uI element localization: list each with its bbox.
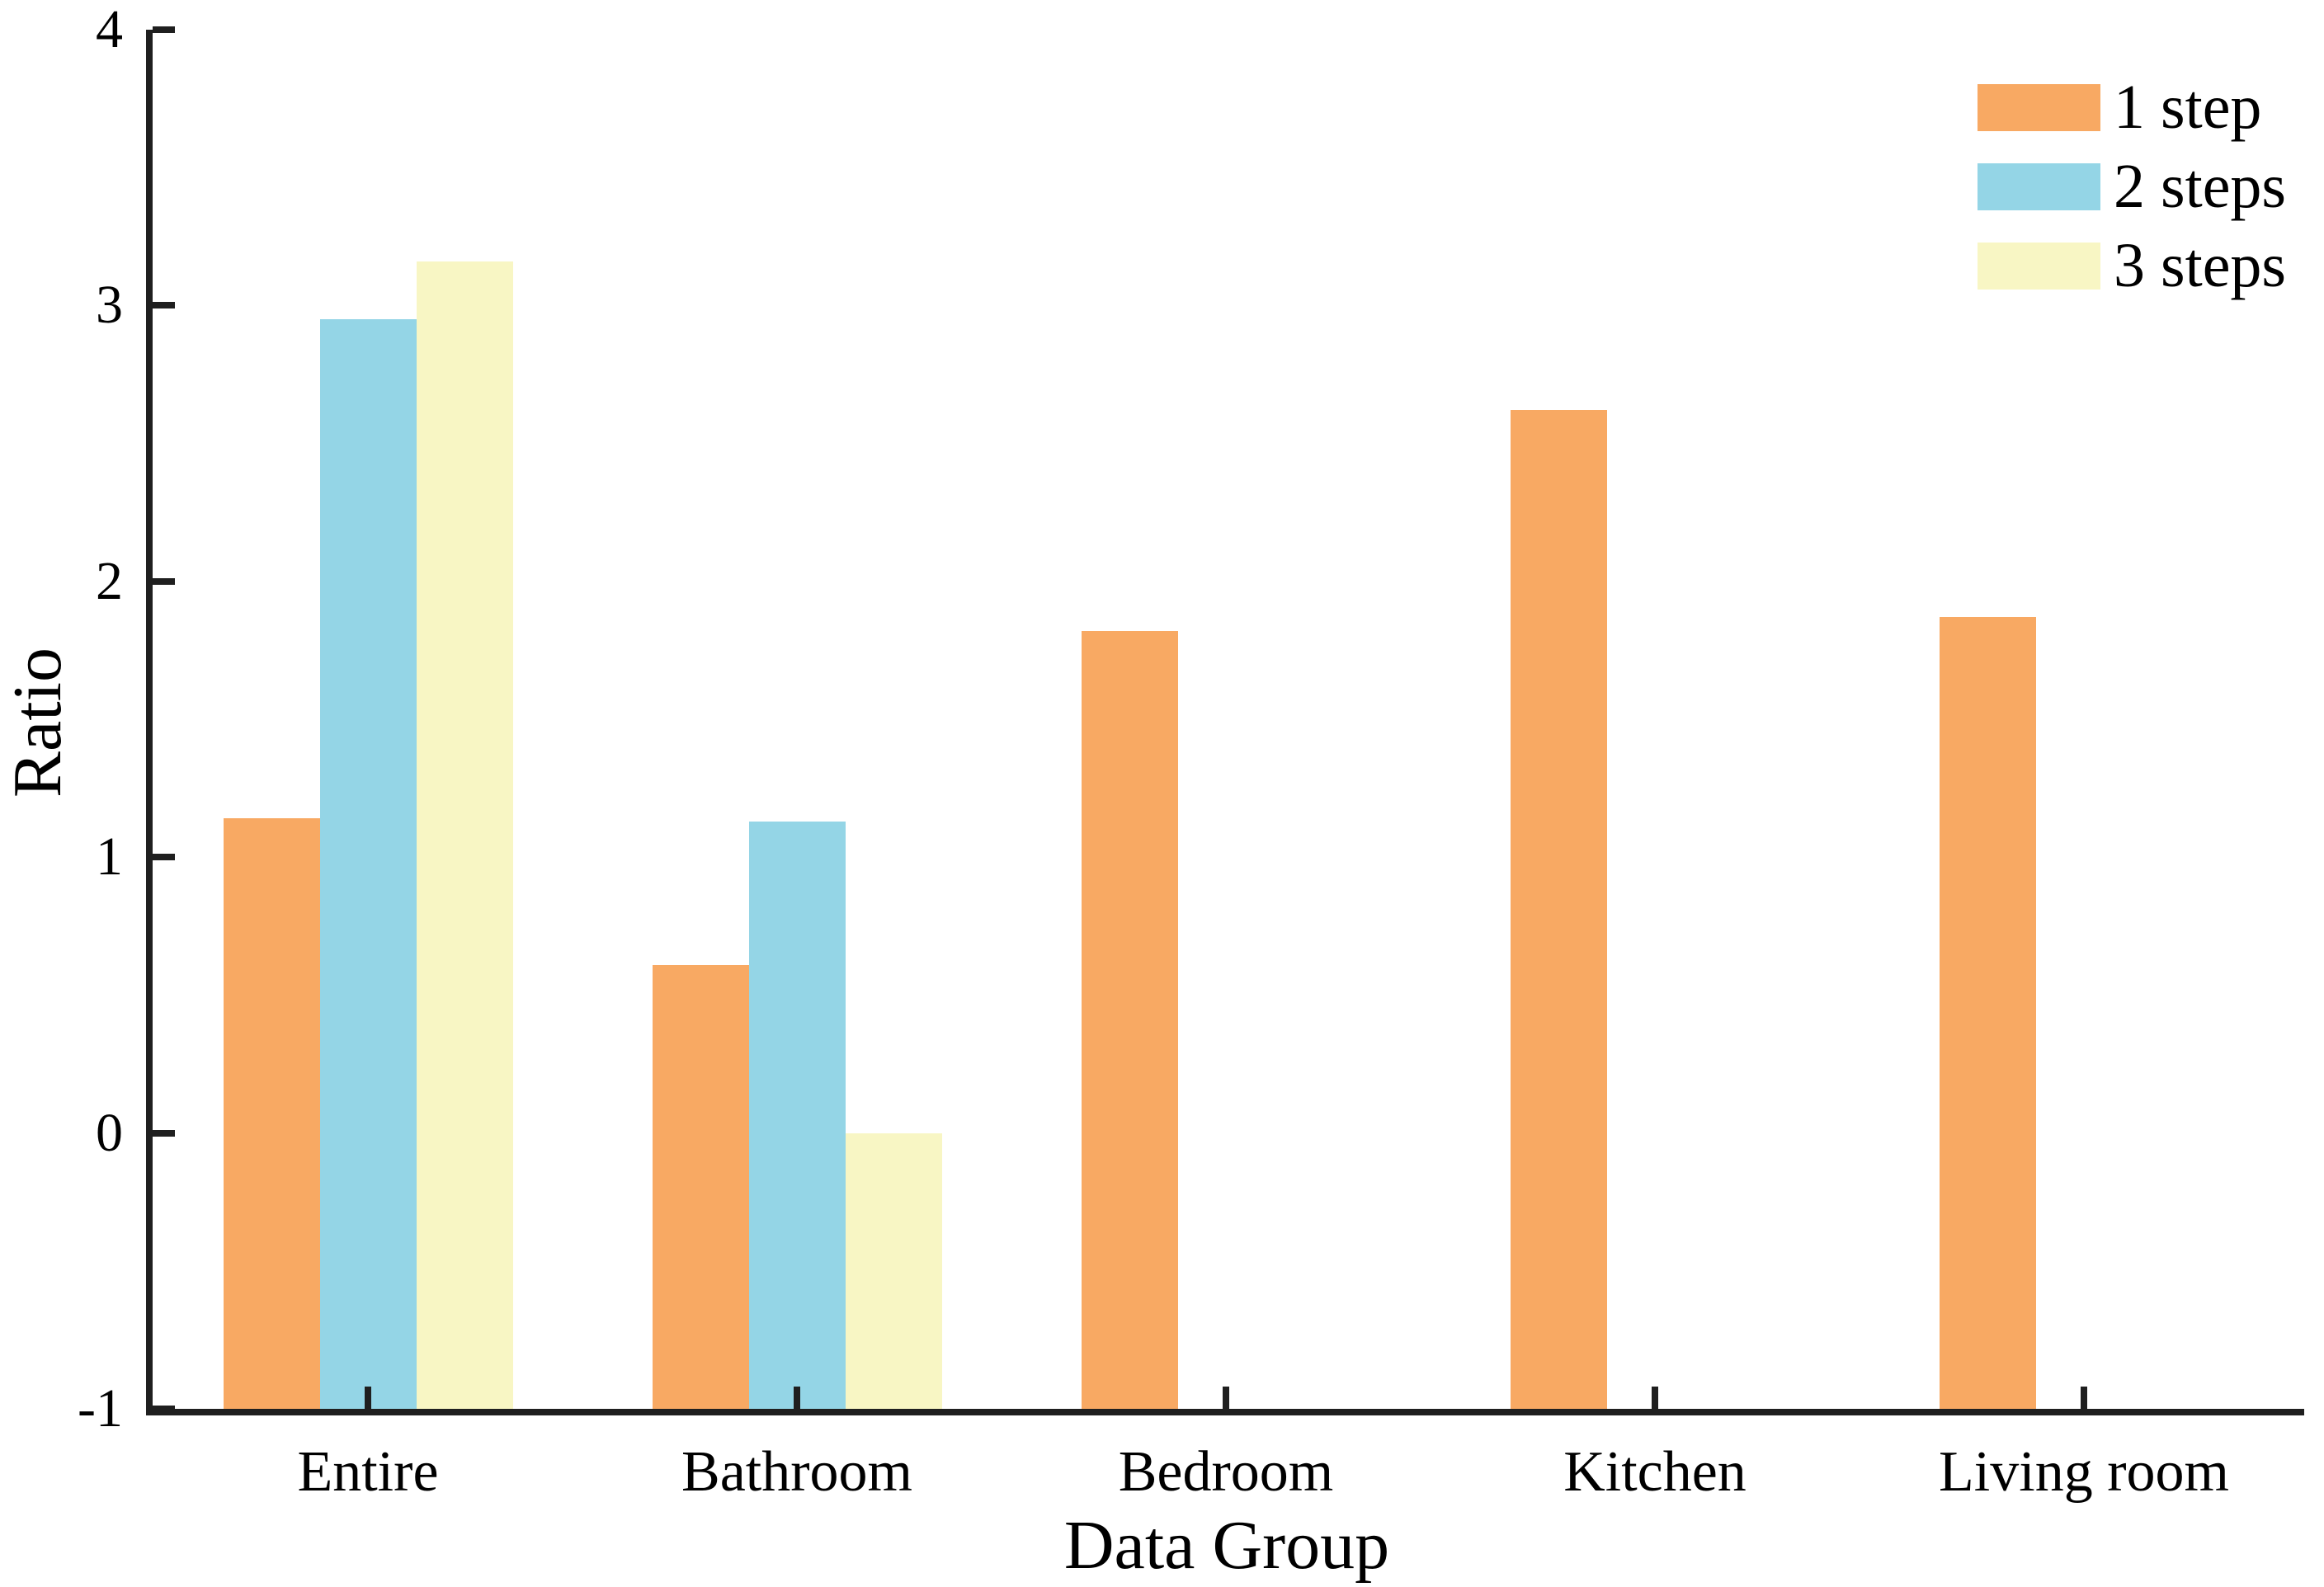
legend-item: 1 step <box>1978 76 2286 139</box>
x-axis-title: Data Group <box>1063 1507 1390 1584</box>
legend-label: 2 steps <box>2114 152 2286 221</box>
legend-item: 2 steps <box>1978 155 2286 218</box>
bar-1-step-bathroom <box>652 964 749 1409</box>
bar-1-step-kitchen <box>1510 410 1607 1409</box>
legend-swatch <box>1978 242 2100 290</box>
legend-label: 1 step <box>2114 73 2262 142</box>
x-tick-label: Living room <box>1939 1440 2229 1504</box>
x-tick-label: Entire <box>297 1440 439 1504</box>
bar-3-steps-bathroom <box>845 1133 942 1409</box>
y-tick <box>153 1406 175 1412</box>
x-tick-label: Bathroom <box>681 1440 912 1504</box>
y-tick <box>153 854 175 861</box>
y-tick <box>153 26 175 33</box>
y-tick <box>153 1129 175 1137</box>
legend-item: 3 steps <box>1978 234 2286 297</box>
x-tick <box>1223 1387 1229 1409</box>
x-tick-label: Bedroom <box>1118 1440 1334 1504</box>
x-tick <box>1652 1387 1658 1409</box>
plot-area: -1 0 1 2 3 4 Entire Bathroom Bedroom Kitchen Livin… <box>78 2 2304 1501</box>
legend-swatch <box>1978 162 2100 210</box>
bar-1-step-entire <box>223 818 320 1409</box>
legend-label: 3 steps <box>2114 231 2286 300</box>
y-tick <box>153 302 175 309</box>
x-tick <box>2081 1387 2087 1409</box>
x-tick <box>794 1387 800 1409</box>
y-tick-label: 0 <box>96 1102 123 1163</box>
y-axis-title: Ratio <box>0 648 76 798</box>
bar-2-steps-bathroom <box>748 821 846 1409</box>
y-tick-label: 4 <box>96 0 123 59</box>
y-tick <box>153 577 175 585</box>
y-tick-label: 2 <box>96 550 123 611</box>
bar-2-steps-entire <box>319 319 417 1409</box>
y-tick-label: 1 <box>96 826 123 888</box>
legend: 1 step 2 steps 3 steps <box>1978 76 2286 297</box>
legend-swatch <box>1978 83 2100 131</box>
x-tick-label: Kitchen <box>1563 1440 1747 1504</box>
bar-1-step-living-room <box>1939 617 2036 1409</box>
bar-1-step-bedroom <box>1081 631 1178 1409</box>
y-tick-label: -1 <box>78 1378 123 1439</box>
y-tick-label: 3 <box>96 275 123 336</box>
x-tick <box>365 1387 371 1409</box>
bar-3-steps-entire <box>416 261 513 1409</box>
